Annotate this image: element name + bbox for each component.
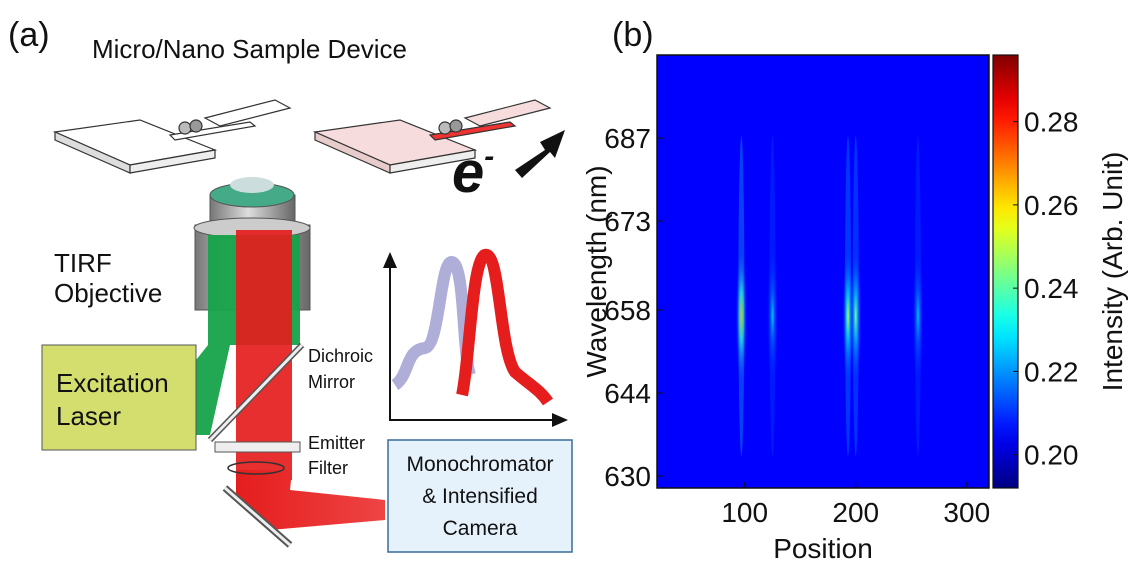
y-tick-label: 687 (604, 123, 651, 154)
objective-label: Objective (54, 278, 162, 308)
panel-label: (b) (612, 16, 654, 54)
y-axis-label: Wavelength (nm) (581, 165, 612, 377)
device-right (315, 100, 550, 173)
objective-label: TIRF (54, 248, 112, 278)
laser-label: Laser (56, 401, 121, 431)
x-tick-label: 200 (832, 497, 879, 528)
emitter-filter (215, 442, 300, 452)
spectra-sketch (383, 252, 568, 427)
panel-b: (b) (612, 16, 654, 54)
panel-label: (a) (8, 16, 50, 54)
electron: e (452, 140, 484, 205)
colorbar-tick-label: 0.26 (1024, 190, 1079, 221)
camera-label: & Intensified (422, 485, 538, 508)
device-left (55, 100, 290, 173)
dichroic-label: Mirror (308, 372, 355, 392)
laser-label: Excitation (56, 368, 169, 398)
colorbar-tick-label: 0.24 (1024, 273, 1079, 304)
colorbar-tick-label: 0.20 (1024, 440, 1079, 471)
colorbar-tick-label: 0.22 (1024, 356, 1079, 387)
x-tick-label: 300 (943, 497, 990, 528)
y-tick-label: 630 (604, 461, 651, 492)
spot (766, 241, 778, 391)
spot (912, 241, 924, 391)
panel-a: (a) Micro/Nano Sample Device e- (8, 16, 572, 552)
spot (850, 241, 862, 391)
x-tick-label: 100 (721, 497, 768, 528)
electron-label: e- (452, 140, 494, 205)
camera-label: Camera (443, 517, 518, 540)
electron-arrow (515, 130, 565, 178)
dichroic-label: Dichroic (308, 346, 373, 366)
figure: (a) Micro/Nano Sample Device e- (0, 0, 1135, 565)
spot (735, 241, 747, 391)
filter-label: Filter (308, 458, 348, 478)
device-title: Micro/Nano Sample Device (92, 34, 407, 64)
colorbar-tick-label: 0.28 (1024, 107, 1079, 138)
camera-label: Monochromator (406, 453, 553, 476)
filter-label: Emitter (308, 433, 365, 453)
heatmap-background (657, 55, 989, 488)
colorbar-label: Intensity (Arb. Unit) (1097, 152, 1128, 392)
x-axis-label: Position (773, 533, 873, 564)
colorbar (993, 55, 1018, 488)
electron-sup: - (484, 140, 494, 173)
y-tick-label: 644 (604, 378, 651, 409)
